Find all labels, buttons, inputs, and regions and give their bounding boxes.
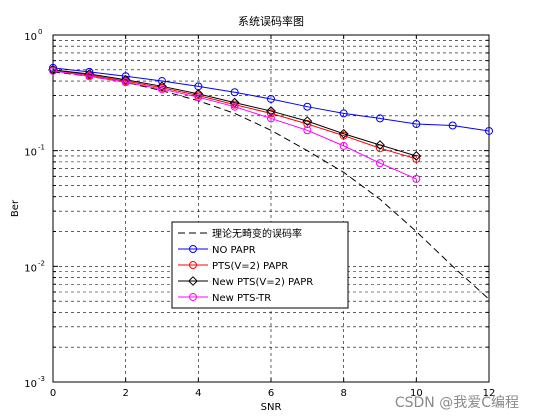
y-tick-exponent: 0 (38, 28, 42, 36)
data-point (412, 174, 421, 183)
y-axis-label: Ber (10, 199, 21, 217)
data-point (49, 66, 57, 75)
data-point (448, 121, 457, 130)
chart-title: 系统误码率图 (238, 14, 304, 28)
data-point (302, 116, 313, 127)
data-point (121, 78, 130, 87)
x-tick-label: 4 (195, 388, 201, 399)
legend-label: New PTS-TR (212, 293, 271, 304)
data-point (411, 151, 422, 161)
data-point (193, 88, 204, 99)
y-tick-exponent: -1 (38, 144, 45, 152)
data-point (157, 81, 167, 92)
y-tick-label: 10 (24, 32, 37, 43)
data-point (120, 74, 131, 85)
watermark: CSDN @我爱C编程 (394, 395, 519, 411)
data-point (267, 94, 275, 103)
x-tick-label: 2 (122, 388, 128, 399)
data-point (376, 114, 384, 123)
x-tick-label: 0 (50, 388, 56, 399)
series-line (52, 69, 417, 160)
data-point (303, 126, 312, 135)
data-point (194, 93, 203, 102)
x-tick-label: 10 (410, 388, 423, 399)
series-0 (52, 71, 490, 300)
data-point (485, 126, 493, 135)
x-tick-label: 12 (483, 388, 496, 399)
data-point (189, 293, 197, 301)
y-tick-exponent: -2 (38, 259, 45, 267)
y-tick-exponent: -3 (38, 375, 45, 383)
data-point (303, 120, 312, 129)
series-3 (48, 64, 422, 161)
series-line (52, 70, 417, 180)
legend-label: PTS(V=2) PAPR (212, 261, 288, 272)
y-tick-label: 10 (24, 148, 37, 159)
data-point (339, 109, 348, 118)
data-point (375, 140, 385, 150)
x-tick-label: 8 (340, 388, 346, 399)
data-point (412, 154, 421, 163)
data-point (230, 102, 239, 111)
y-tick-label: 10 (24, 263, 37, 274)
legend: 理论无畸变的误码率 NO PAPR PTS(V=2) PAPR New PTS(V=2… (171, 221, 349, 309)
data-point (189, 245, 197, 253)
data-point (338, 128, 349, 139)
legend-label: 理论无畸变的误码率 (212, 227, 302, 240)
data-point (339, 131, 348, 140)
data-point (412, 120, 421, 129)
data-point (376, 159, 384, 168)
legend-label: New PTS(V=2) PAPR (212, 277, 313, 288)
data-point (267, 114, 275, 123)
data-point (49, 63, 57, 72)
data-point (84, 69, 95, 79)
x-tick-label: 6 (268, 388, 274, 399)
data-point (339, 141, 348, 150)
data-point (189, 261, 197, 269)
series-4 (49, 66, 421, 183)
legend-label: NO PAPR (212, 245, 256, 256)
data-point (188, 276, 198, 286)
data-point (230, 88, 239, 97)
data-point (85, 72, 94, 81)
series-line (52, 71, 490, 300)
data-point (303, 102, 312, 111)
data-point (158, 85, 166, 94)
x-axis-label: SNR (261, 402, 282, 413)
y-tick-label: 10 (24, 379, 37, 390)
data-point (267, 109, 275, 118)
series-line (52, 69, 417, 157)
data-point (230, 100, 239, 109)
